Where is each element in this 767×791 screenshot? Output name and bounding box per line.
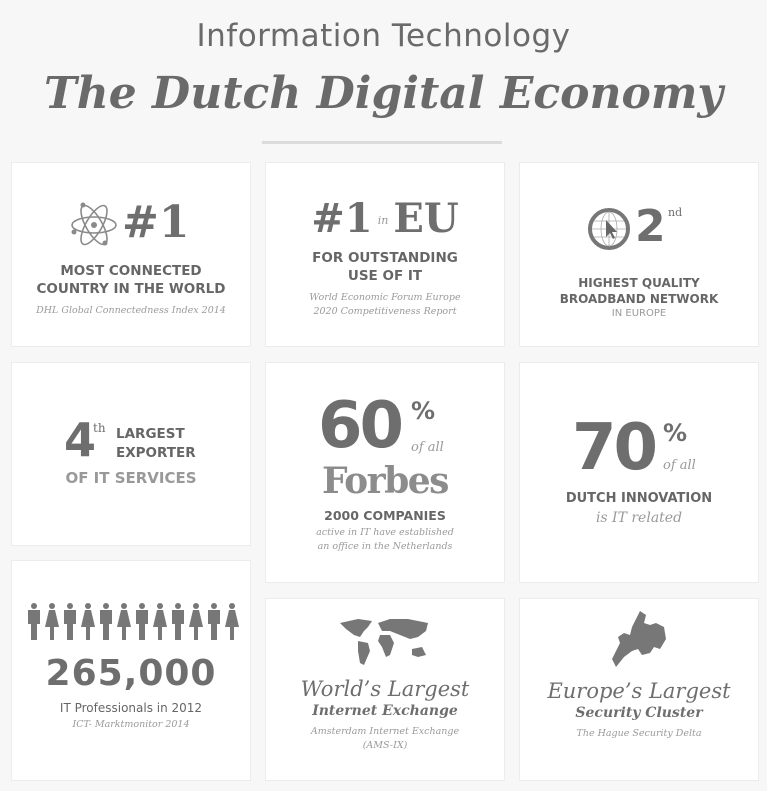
card-security: Europe’s Largest Security Cluster The Ha… <box>519 598 759 781</box>
headline-1: MOST CONNECTED <box>60 263 202 279</box>
source-2: 2020 Competitiveness Report <box>313 306 457 317</box>
europe-map-icon <box>612 611 666 667</box>
woman-figure-icon <box>189 603 203 640</box>
rank: #1 <box>122 197 190 248</box>
headline-1: 2000 COMPANIES <box>324 508 446 523</box>
source-1: World Economic Forum Europe <box>309 292 461 303</box>
woman-figure-icon <box>117 603 131 640</box>
source-2: (AMS-IX) <box>362 740 408 751</box>
rank: #1 <box>311 195 373 242</box>
source: ICT- Marktmonitor 2014 <box>72 719 190 730</box>
headline-1: LARGEST <box>116 426 185 442</box>
card-most-connected: #1 MOST CONNECTED COUNTRY IN THE WORLD D… <box>11 162 251 347</box>
headline-1: DUTCH INNOVATION <box>565 491 713 506</box>
forbes-logo: Forbes <box>322 460 449 502</box>
headline-2: COUNTRY IN THE WORLD <box>36 281 226 297</box>
percent-sign: % <box>411 397 436 425</box>
card-exchange: World’s Largest Internet Exchange Amster… <box>265 598 505 781</box>
subtitle: Internet Exchange <box>312 703 458 719</box>
card-exporter: 4 th LARGEST EXPORTER OF IT SERVICES <box>11 362 251 546</box>
people-icon <box>28 603 239 640</box>
desc-2: an office in the Netherlands <box>317 541 453 552</box>
value: 265,000 <box>45 653 217 694</box>
source: The Hague Security Delta <box>576 728 702 739</box>
man-figure-icon <box>28 603 40 640</box>
value: 70 <box>572 411 658 485</box>
headline-1: HIGHEST QUALITY <box>578 276 700 290</box>
headline-2: USE OF IT <box>347 268 423 284</box>
man-figure-icon <box>100 603 112 640</box>
man-figure-icon <box>172 603 184 640</box>
card-broadband: 2 nd HIGHEST QUALITY BROADBAND NETWORK I… <box>519 162 759 347</box>
source-1: Amsterdam Internet Exchange <box>310 726 460 737</box>
rank-suffix: th <box>93 421 106 435</box>
in-label: in <box>377 214 389 227</box>
man-figure-icon <box>208 603 220 640</box>
percent-sign: % <box>663 419 688 447</box>
man-figure-icon <box>64 603 76 640</box>
headline-1: IT Professionals in 2012 <box>59 701 203 715</box>
headline-1: FOR OUTSTANDING <box>312 250 458 266</box>
subtitle: Security Cluster <box>575 705 703 721</box>
woman-figure-icon <box>225 603 239 640</box>
desc-1: active in IT have established <box>316 527 454 538</box>
card-professionals: 265,000 IT Professionals in 2012 ICT- Ma… <box>11 560 251 781</box>
headline-2: is IT related <box>595 510 683 526</box>
rank: 4 <box>64 413 97 467</box>
card-eu: #1 in EU FOR OUTSTANDING USE OF IT World… <box>265 162 505 347</box>
of-all: of all <box>663 458 696 473</box>
world-map-icon <box>340 619 428 665</box>
kicker: Information Technology <box>196 18 571 54</box>
headline-2: BROADBAND NETWORK <box>559 292 719 306</box>
source: DHL Global Connectedness Index 2014 <box>36 305 226 316</box>
atom-icon <box>71 202 117 246</box>
region: EU <box>393 195 459 242</box>
page-title: The Dutch Digital Economy <box>44 68 723 119</box>
card-forbes: 60 % of all Forbes 2000 COMPANIES active… <box>265 362 505 583</box>
globe-cursor-icon <box>588 208 630 250</box>
value: 60 <box>318 389 404 463</box>
card-innovation: 70 % of all DUTCH INNOVATION is IT relat… <box>519 362 759 583</box>
headline-3: IN EUROPE <box>611 308 667 319</box>
headline-3: OF IT SERVICES <box>65 469 197 487</box>
woman-figure-icon <box>81 603 95 640</box>
man-figure-icon <box>136 603 148 640</box>
rank: 2 <box>635 201 666 252</box>
woman-figure-icon <box>45 603 59 640</box>
title: Europe’s Largest <box>547 679 731 703</box>
headline-2: EXPORTER <box>116 445 196 461</box>
rank-suffix: nd <box>668 206 683 219</box>
woman-figure-icon <box>153 603 167 640</box>
divider <box>262 141 502 144</box>
of-all: of all <box>411 440 444 455</box>
title: World’s Largest <box>300 677 470 701</box>
